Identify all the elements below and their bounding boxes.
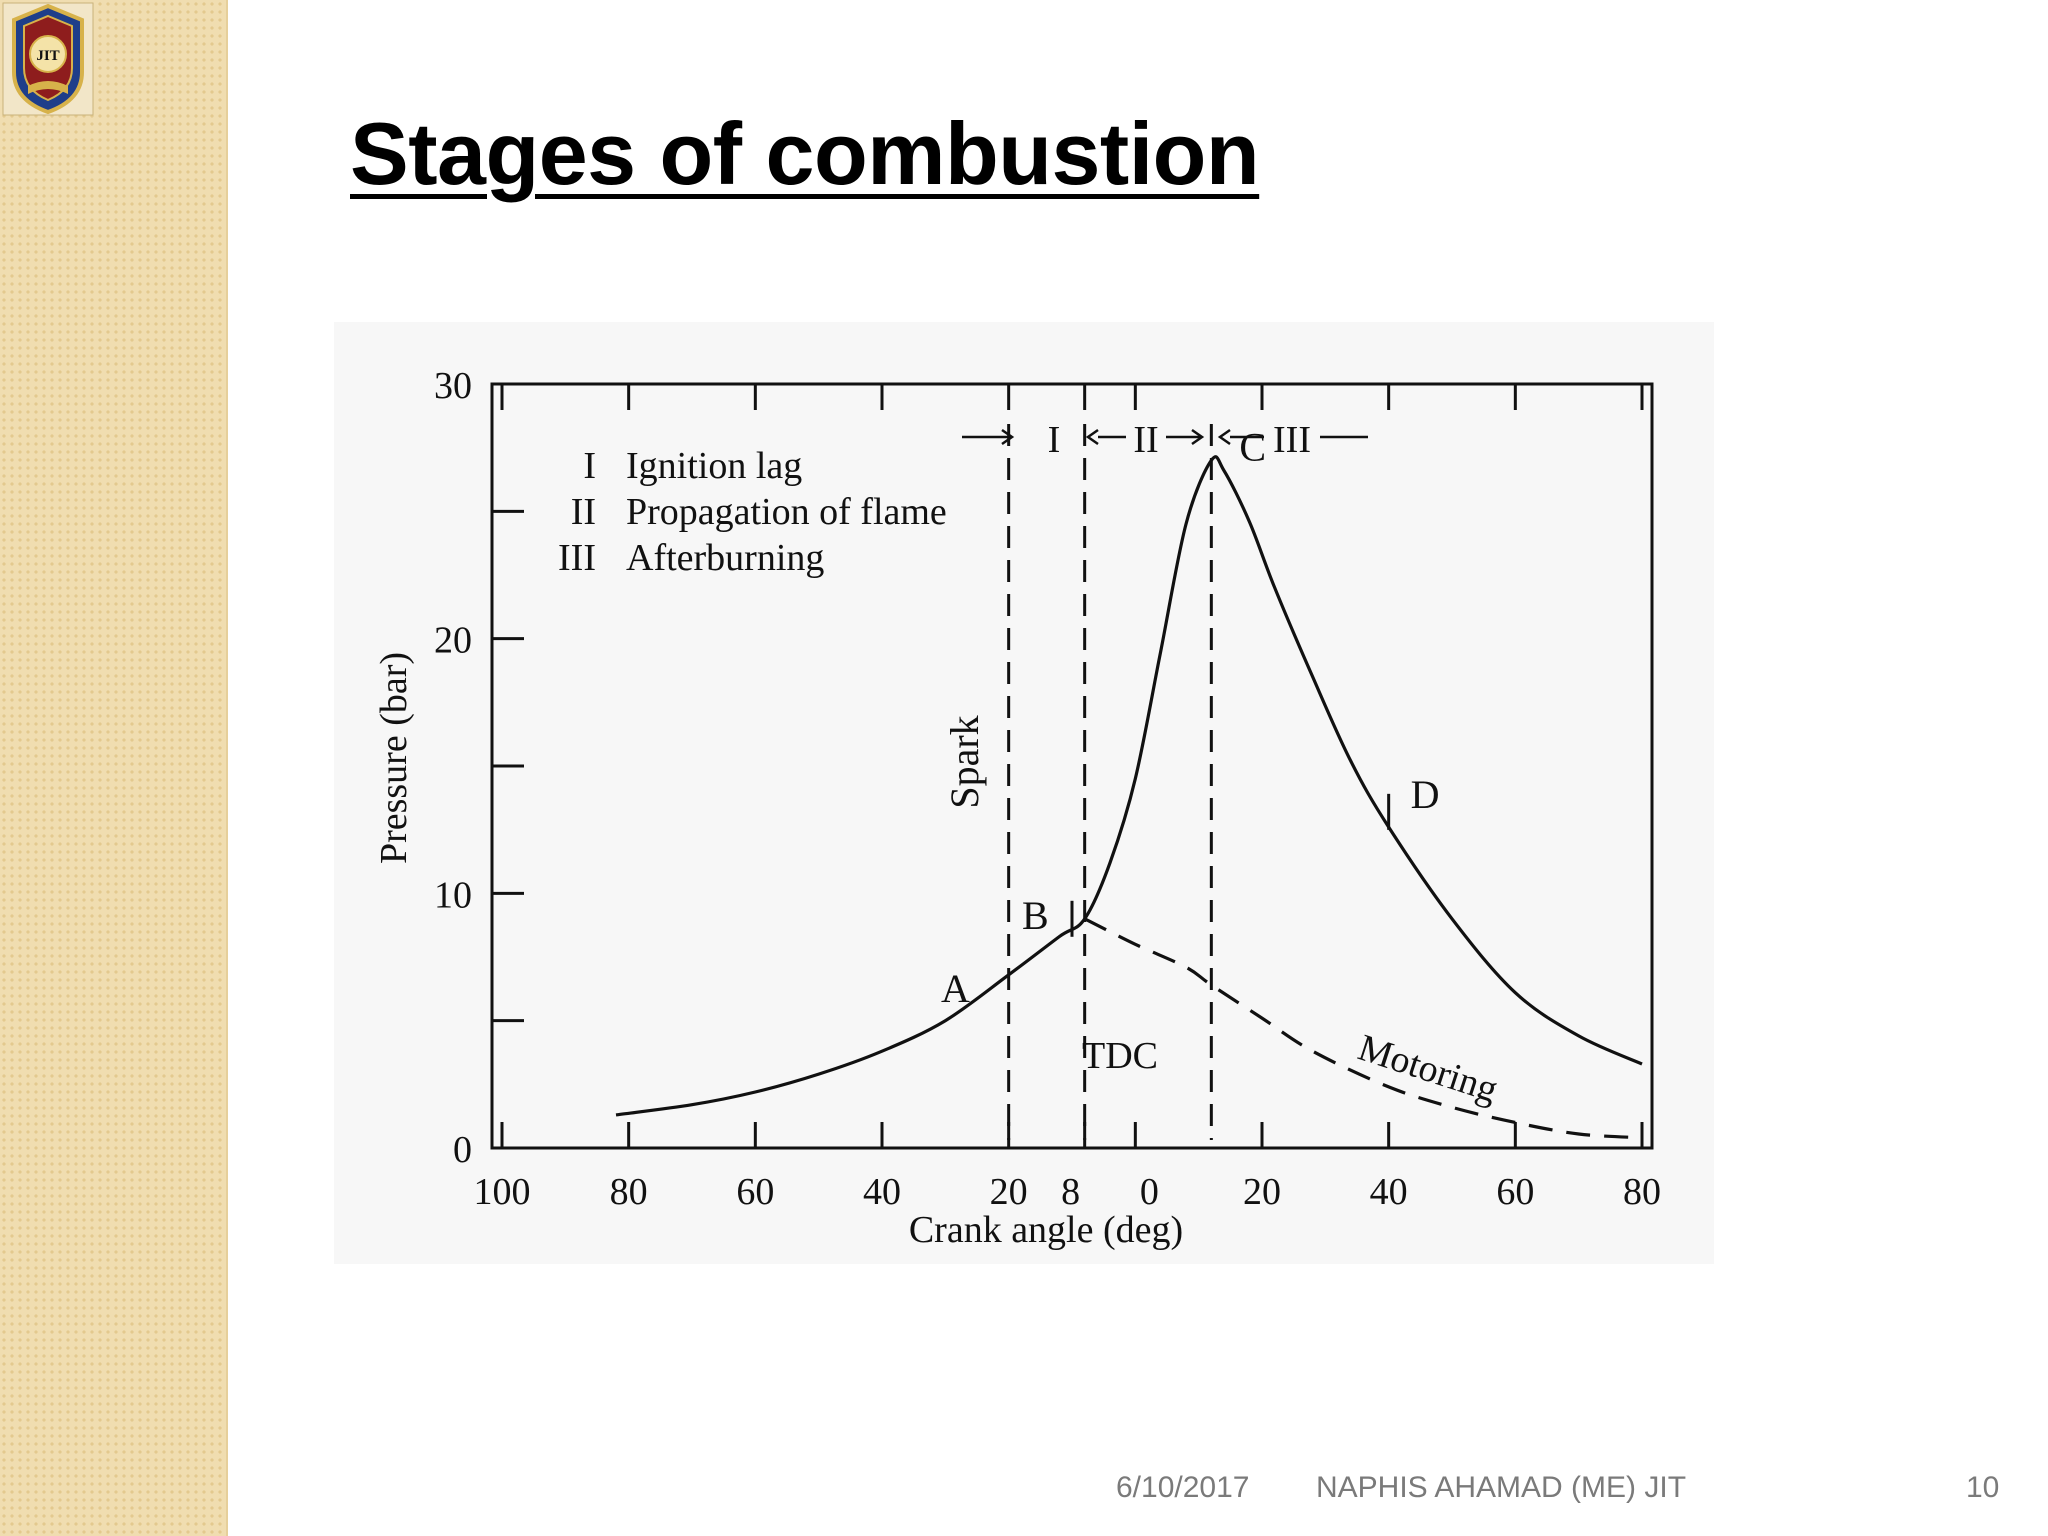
series-layer xyxy=(615,455,1643,1140)
slide-title: Stages of combustion xyxy=(350,104,1260,203)
legend-text-ignition-lag: Ignition lag xyxy=(626,445,802,487)
point-label-C: C xyxy=(1239,424,1266,469)
point-label-D: D xyxy=(1411,772,1440,817)
series-line-motoring xyxy=(1083,917,1643,1140)
decorative-side-strip xyxy=(0,0,228,1536)
x-tick-label-5: 8 xyxy=(1061,1171,1080,1213)
legend-roman-ii: II xyxy=(571,491,596,533)
y-tick-label-2: 20 xyxy=(434,620,472,662)
x-tick-label-9: 60 xyxy=(1496,1171,1534,1213)
legend-roman-iii: III xyxy=(558,537,596,579)
stage-label-i: I xyxy=(1048,419,1061,461)
motoring-annotation: Motoring xyxy=(1353,1027,1503,1111)
x-tick-label-1: 80 xyxy=(610,1171,648,1213)
x-tick-label-4: 20 xyxy=(990,1171,1028,1213)
college-logo: JIT xyxy=(2,2,94,116)
slide-number: 10 xyxy=(1966,1471,2000,1504)
legend-text-propagation: Propagation of flame xyxy=(626,491,947,533)
x-tick-label-2: 60 xyxy=(736,1171,774,1213)
x-tick-label-0: 100 xyxy=(474,1171,531,1213)
stage-range-markers xyxy=(962,428,1368,446)
footer-date: 6/10/2017 xyxy=(1116,1471,1250,1504)
spark-annotation: Spark xyxy=(942,715,987,808)
y-tick-label-1: 10 xyxy=(434,874,472,916)
svg-text:JIT: JIT xyxy=(36,48,59,64)
x-tick-label-8: 40 xyxy=(1370,1171,1408,1213)
x-tick-label-7: 20 xyxy=(1243,1171,1281,1213)
legend-text-afterburning: Afterburning xyxy=(626,537,824,579)
series-line-combustion xyxy=(615,455,1643,1117)
point-labels: A B C D xyxy=(941,424,1440,1011)
x-axis-title: Crank angle (deg) xyxy=(909,1209,1183,1251)
footer-author: NAPHIS AHAMAD (ME) JIT xyxy=(1316,1471,1687,1504)
tdc-annotation: TDC xyxy=(1082,1035,1158,1077)
x-tick-label-3: 40 xyxy=(863,1171,901,1213)
chart-figure-panel xyxy=(334,322,1714,1264)
vertical-markers xyxy=(1007,424,1213,1140)
axis-ticks xyxy=(492,382,1644,1150)
point-label-B: B xyxy=(1022,893,1049,938)
y-axis-title: Pressure (bar) xyxy=(373,652,415,864)
x-tick-label-10: 80 xyxy=(1623,1171,1661,1213)
x-tick-label-6: 0 xyxy=(1140,1171,1159,1213)
point-label-A: A xyxy=(941,966,970,1011)
stage-label-iii: III xyxy=(1273,419,1311,461)
y-tick-label-0: 0 xyxy=(453,1129,472,1171)
y-tick-label-3: 30 xyxy=(434,365,472,407)
chart-legend: I Ignition lag II Propagation of flame I… xyxy=(558,445,947,579)
legend-roman-i: I xyxy=(583,445,596,487)
stage-label-ii: II xyxy=(1133,419,1158,461)
